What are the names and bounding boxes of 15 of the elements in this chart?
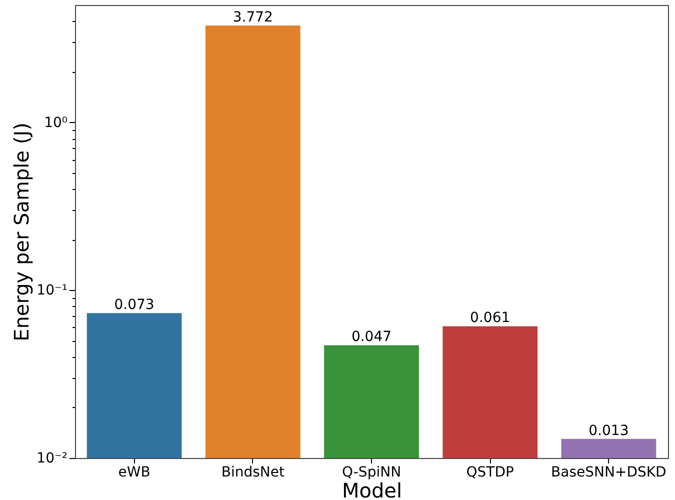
data-label: 0.047: [351, 329, 392, 346]
x-axis-title: Model: [342, 478, 402, 500]
x-tick-label: Q-SpiNN: [342, 464, 402, 480]
data-label: 0.013: [588, 422, 629, 439]
data-label: 0.061: [470, 310, 510, 326]
x-tick-label: eWB: [118, 464, 150, 480]
y-tick-label: 10⁻¹: [36, 282, 68, 299]
data-label: 0.073: [114, 297, 154, 314]
x-tick-label: BaseSNN+DSKD: [551, 464, 666, 480]
y-tick-label: 10⁰: [44, 114, 68, 131]
x-tick-label: QSTDP: [466, 464, 514, 480]
y-axis-title: Energy per Sample (J): [10, 122, 34, 342]
data-label: 3.772: [232, 10, 273, 26]
x-tick-label: BindsNet: [221, 464, 285, 480]
y-tick-label: 10⁻²: [36, 450, 68, 466]
